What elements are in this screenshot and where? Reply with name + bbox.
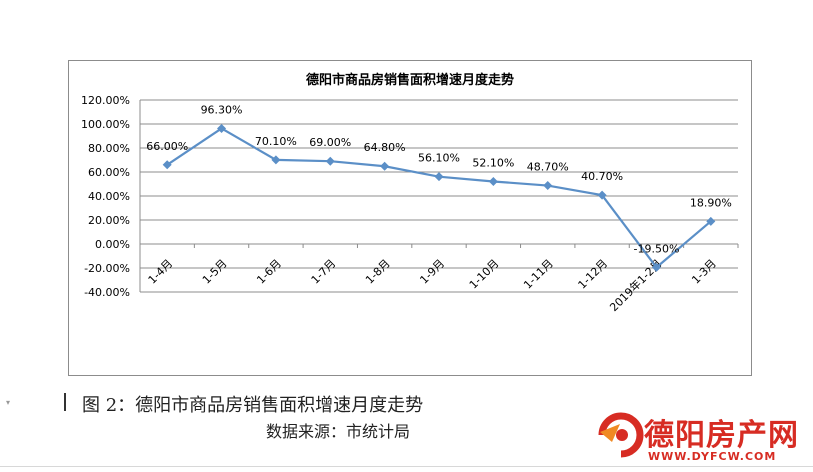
data-label: 66.00% <box>146 140 188 153</box>
x-tick-label: 1-8月 <box>363 257 393 287</box>
x-tick-label: 1-3月 <box>689 257 719 287</box>
data-label: 56.10% <box>418 152 460 165</box>
data-point <box>543 181 553 191</box>
data-label: 40.70% <box>581 170 623 183</box>
chart-frame <box>68 60 752 376</box>
data-point <box>706 216 716 226</box>
x-tick-label: 1-7月 <box>309 257 339 287</box>
y-tick-label: 60.00% <box>88 166 130 179</box>
site-logo[interactable]: 德阳房产网 WWW.DYFCW.COM <box>598 410 808 470</box>
data-label: -19.50% <box>633 242 679 255</box>
x-tick-label: 1-5月 <box>200 257 230 287</box>
y-tick-label: 0.00% <box>95 238 130 251</box>
x-tick-label: 1-4月 <box>146 257 176 287</box>
x-tick-label: 1-11月 <box>521 257 556 292</box>
logo-name: 德阳房产网 <box>644 418 799 453</box>
data-points <box>162 123 716 272</box>
data-label: 69.00% <box>309 136 351 149</box>
data-labels: 66.00% 96.30% 70.10% 69.00% 64.80% 56.10% 52.1… <box>146 103 732 255</box>
y-tick-label: 40.00% <box>88 190 130 203</box>
logo-url: WWW.DYFCW.COM <box>648 450 777 463</box>
data-point <box>271 155 281 165</box>
x-tick-label: 1-12月 <box>576 257 611 292</box>
data-label: 48.70% <box>527 161 569 174</box>
logo-emblem-icon <box>598 412 644 458</box>
data-point <box>434 172 444 182</box>
caption-bar <box>64 393 66 411</box>
y-tick-label: 80.00% <box>88 142 130 155</box>
y-tick-label: -40.00% <box>84 286 130 299</box>
x-tick-label: 1-10月 <box>467 257 502 292</box>
x-axis-labels: 1-4月 1-5月 1-6月 1-7月 1-8月 1-9月 1-10月 1-11月 1-12月2… <box>146 256 719 314</box>
y-tick-label: -20.00% <box>84 262 130 275</box>
bottom-divider <box>0 466 813 467</box>
y-tick-label: 100.00% <box>81 118 130 131</box>
data-label: 96.30% <box>201 103 243 116</box>
data-point <box>651 262 661 272</box>
figure-caption: 图 2：德阳市商品房销售面积增速月度走势 <box>82 395 424 416</box>
x-tick-label: 1-9月 <box>417 257 447 287</box>
data-point <box>162 160 172 170</box>
data-label: 70.10% <box>255 135 297 148</box>
page-marker-icon: ▾ <box>6 398 11 407</box>
data-point <box>325 156 335 166</box>
y-tick-label: 20.00% <box>88 214 130 227</box>
data-point <box>217 123 227 133</box>
chart-title: 德阳市商品房销售面积增速月度走势 <box>306 72 514 88</box>
data-point <box>380 161 390 171</box>
data-label: 64.80% <box>364 141 406 154</box>
data-point <box>597 190 607 200</box>
x-tick-label: 1-6月 <box>254 257 284 287</box>
y-tick-label: 120.00% <box>81 94 130 107</box>
data-source: 数据来源：市统计局 <box>266 422 411 441</box>
y-axis-labels: 120.00% 100.00% 80.00% 60.00% 40.00% 20.00% 0.… <box>81 94 130 299</box>
data-label: 18.90% <box>690 196 732 209</box>
data-point <box>488 176 498 186</box>
data-label: 52.10% <box>472 156 514 169</box>
